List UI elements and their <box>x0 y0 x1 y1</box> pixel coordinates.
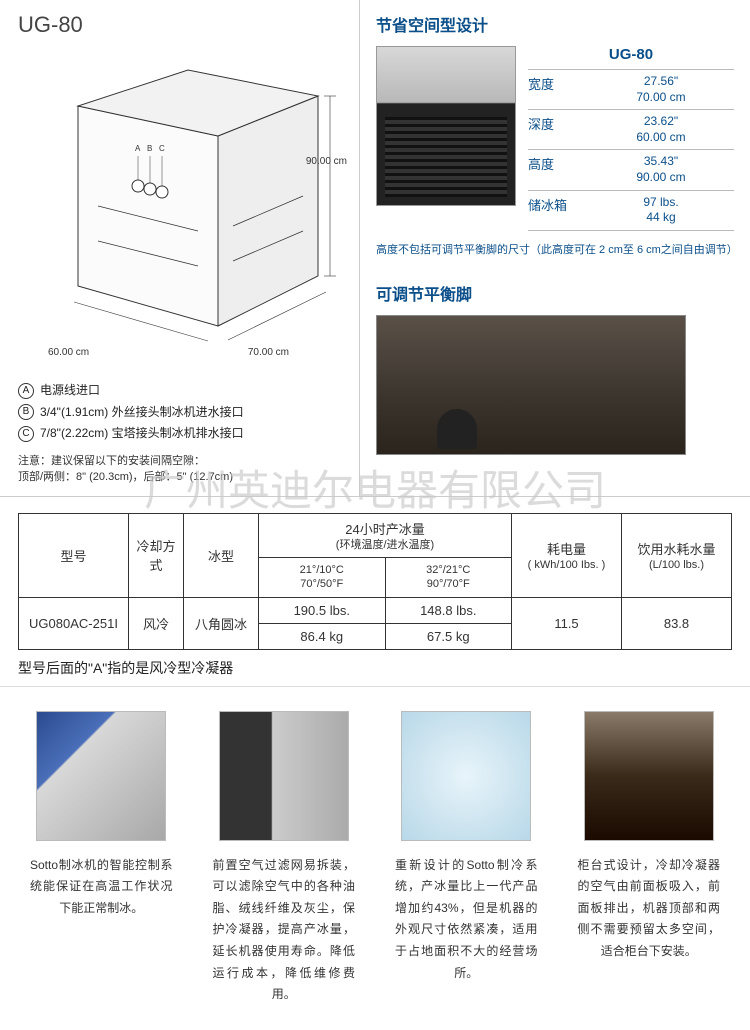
spec-section: 广州英迪尔电器有限公司 型号 冷却方式 冰型 24小时产冰量 (环境温度/进水温… <box>0 497 750 686</box>
product-photo <box>376 46 516 206</box>
spec-note: 型号后面的"A"指的是风冷型冷凝器 <box>18 658 732 678</box>
install-note-body: 顶部/两侧：8" (20.3cm)，后部：5" (12.7cm) <box>18 469 349 486</box>
dim-label: 高度 <box>528 154 588 185</box>
svg-text:C: C <box>159 144 165 153</box>
marker-c-icon: C <box>18 426 34 442</box>
space-saving-title: 节省空间型设计 <box>376 12 734 36</box>
cell-cooling: 风冷 <box>129 597 184 649</box>
cell-out1-kg: 86.4 kg <box>259 623 386 649</box>
cell-power: 11.5 <box>512 597 622 649</box>
feature-3: 重新设计的Sotto制冷系统，产冰量比上一代产品增加约43%，但是机器的外观尺寸… <box>395 711 538 1006</box>
dimensions-table: UG-80 宽度27.56"70.00 cm深度23.62"60.00 cm高度… <box>528 46 734 231</box>
th-cooling: 冷却方式 <box>129 513 184 597</box>
legend-a: 电源线进口 <box>40 380 100 402</box>
feature-4: 柜台式设计，冷却冷凝器的空气由前面板吸入，前面板排出，机器顶部和两侧不需要预留太… <box>578 711 721 1006</box>
dim-label: 深度 <box>528 114 588 145</box>
feature-2: 前置空气过滤网易拆装，可以滤除空气中的各种油脂、绒线纤维及灰尘，保护冷凝器，提高… <box>213 711 356 1006</box>
dimensions-column: 节省空间型设计 UG-80 宽度27.56"70.00 cm深度23.62"60… <box>360 0 750 496</box>
legend-b: 3/4"(1.91cm) 外丝接头制冰机进水接口 <box>40 402 244 424</box>
install-note: 注意：建议保留以下的安装间隔空隙： 顶部/两侧：8" (20.3cm)，后部：5… <box>18 453 349 486</box>
legend-c: 7/8"(2.22cm) 宝塔接头制冰机排水接口 <box>40 423 244 445</box>
th-icetype: 冰型 <box>184 513 259 597</box>
dim-value: 27.56"70.00 cm <box>588 74 734 105</box>
model-title: UG-80 <box>18 12 349 38</box>
th-output: 24小时产冰量 (环境温度/进水温度) <box>259 513 512 557</box>
svg-text:B: B <box>147 144 152 153</box>
dim-row: 储冰箱97 lbs.44 kg <box>528 190 734 231</box>
feature-3-text: 重新设计的Sotto制冷系统，产冰量比上一代产品增加约43%，但是机器的外观尺寸… <box>395 855 538 985</box>
th-power: 耗电量 ( kWh/100 Ibs. ) <box>512 513 622 597</box>
feature-1-photo <box>36 711 166 841</box>
marker-a-icon: A <box>18 383 34 399</box>
spec-table: 型号 冷却方式 冰型 24小时产冰量 (环境温度/进水温度) 耗电量 ( kWh… <box>18 513 732 650</box>
feature-2-text: 前置空气过滤网易拆装，可以滤除空气中的各种油脂、绒线纤维及灰尘，保护冷凝器，提高… <box>213 855 356 1006</box>
th-cond2: 32°/21°C90°/70°F <box>385 558 512 598</box>
cell-model: UG080AC-251I <box>19 597 129 649</box>
features-row: Sotto制冰机的智能控制系统能保证在高温工作状况下能正常制冰。 前置空气过滤网… <box>0 686 750 1030</box>
cell-out1-lbs: 190.5 lbs. <box>259 597 386 623</box>
cell-out2-kg: 67.5 kg <box>385 623 512 649</box>
marker-b-icon: B <box>18 404 34 420</box>
cell-water: 83.8 <box>622 597 732 649</box>
cell-out2-lbs: 148.8 lbs. <box>385 597 512 623</box>
dims-footnote: 高度不包括可调节平衡脚的尺寸（此高度可在 2 cm至 6 cm之间自由调节） <box>376 241 734 257</box>
dim-value: 97 lbs.44 kg <box>588 195 734 226</box>
dim-height: 90.00 cm <box>306 156 347 167</box>
dim-row: 宽度27.56"70.00 cm <box>528 69 734 109</box>
feature-1: Sotto制冰机的智能控制系统能保证在高温工作状况下能正常制冰。 <box>30 711 173 1006</box>
feature-1-text: Sotto制冰机的智能控制系统能保证在高温工作状况下能正常制冰。 <box>30 855 173 920</box>
svg-text:A: A <box>135 144 141 153</box>
dim-depth: 70.00 cm <box>248 347 289 358</box>
dim-width: 60.00 cm <box>48 347 89 358</box>
th-cond1: 21°/10°C70°/50°F <box>259 558 386 598</box>
feature-4-photo <box>584 711 714 841</box>
dim-row: 深度23.62"60.00 cm <box>528 109 734 149</box>
install-note-title: 注意：建议保留以下的安装间隔空隙： <box>18 453 349 470</box>
feature-2-photo <box>219 711 349 841</box>
th-water: 饮用水耗水量 (L/100 lbs.) <box>622 513 732 597</box>
feature-3-photo <box>401 711 531 841</box>
adjustable-leg-photo <box>376 315 686 455</box>
adjustable-leg-title: 可调节平衡脚 <box>376 281 734 305</box>
diagram-column: UG-80 <box>0 0 360 496</box>
th-model: 型号 <box>19 513 129 597</box>
feature-4-text: 柜台式设计，冷却冷凝器的空气由前面板吸入，前面板排出，机器顶部和两侧不需要预留太… <box>578 855 721 963</box>
dim-value: 35.43"90.00 cm <box>588 154 734 185</box>
dim-label: 宽度 <box>528 74 588 105</box>
cell-icetype: 八角圆冰 <box>184 597 259 649</box>
diagram-legend: A 电源线进口 B 3/4"(1.91cm) 外丝接头制冰机进水接口 C 7/8"(2… <box>18 380 349 445</box>
dim-value: 23.62"60.00 cm <box>588 114 734 145</box>
dim-label: 储冰箱 <box>528 195 588 226</box>
dims-header: UG-80 <box>528 46 734 69</box>
isometric-diagram: A B C 90.00 cm 60.00 cm 70.00 cm <box>18 46 349 366</box>
dim-row: 高度35.43"90.00 cm <box>528 149 734 189</box>
